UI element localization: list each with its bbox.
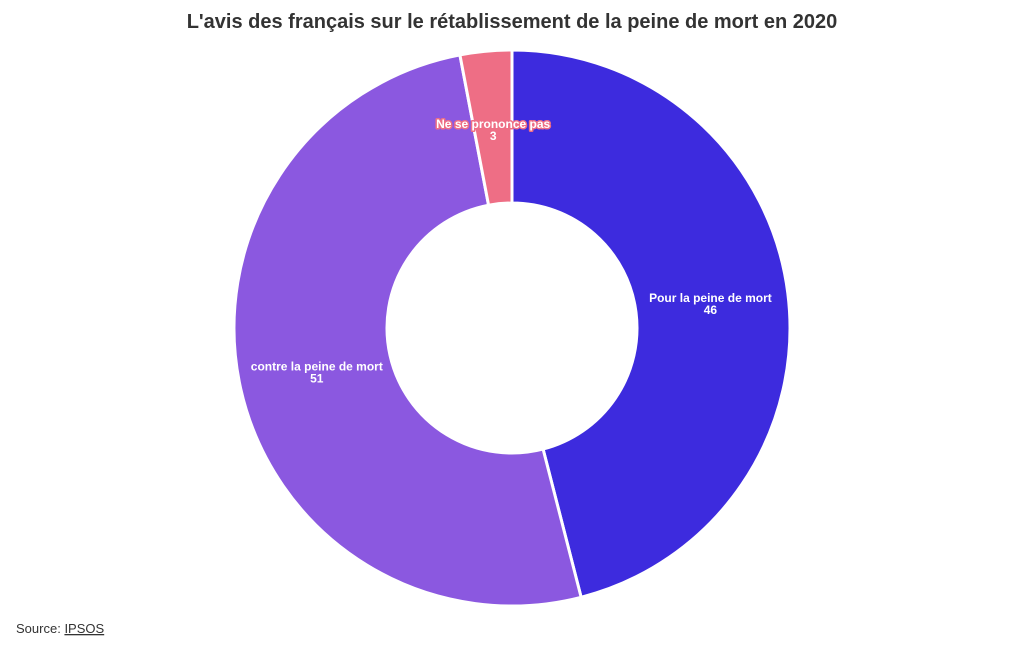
slice-value: 3 xyxy=(490,129,497,143)
source-link[interactable]: IPSOS xyxy=(64,621,104,636)
slice-value: 46 xyxy=(704,303,718,317)
source-label: Source: xyxy=(16,621,61,636)
slice xyxy=(232,53,583,608)
chart-title: L'avis des français sur le rétablissemen… xyxy=(187,11,838,33)
slice xyxy=(458,48,514,207)
slice-name: Pour la peine de mort xyxy=(649,291,772,305)
slice xyxy=(510,48,792,600)
donut xyxy=(232,48,792,608)
source: Source: IPSOS xyxy=(16,621,105,636)
slice-name: Ne se prononce pas xyxy=(436,117,550,131)
slice-name: contre la peine de mort xyxy=(251,360,383,374)
slice-value: 51 xyxy=(310,372,324,386)
